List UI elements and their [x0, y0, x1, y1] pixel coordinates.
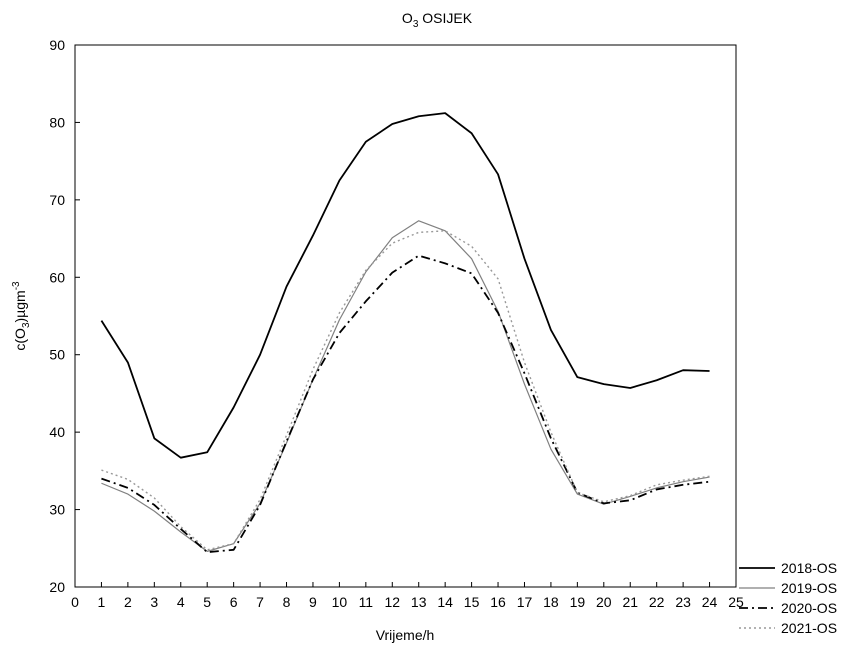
x-tick-label: 21 — [622, 594, 638, 610]
y-tick-label: 40 — [49, 424, 65, 440]
series-line-2021-OS — [101, 230, 710, 551]
x-tick-label: 1 — [98, 594, 106, 610]
x-tick-label: 20 — [596, 594, 612, 610]
x-tick-label: 22 — [649, 594, 665, 610]
x-tick-label: 5 — [203, 594, 211, 610]
x-tick-label: 24 — [702, 594, 718, 610]
legend: 2018-OS 2019-OS 2020-OS 2021-OS — [739, 560, 837, 636]
y-tick-label: 80 — [49, 114, 65, 130]
x-tick-label: 16 — [490, 594, 506, 610]
legend-label-2018-OS: 2018-OS — [781, 560, 837, 576]
x-tick-label: 15 — [464, 594, 480, 610]
y-axis: 20 30 40 50 60 70 80 90 — [49, 37, 80, 595]
y-tick-label: 60 — [49, 269, 65, 285]
legend-label-2020-OS: 2020-OS — [781, 600, 837, 616]
y-tick-label: 30 — [49, 502, 65, 518]
legend-label-2019-OS: 2019-OS — [781, 580, 837, 596]
x-tick-label: 18 — [543, 594, 559, 610]
plot-frame — [74, 44, 737, 588]
x-axis-label: Vrijeme/h — [376, 627, 435, 643]
y-tick-label: 50 — [49, 347, 65, 363]
x-tick-label: 6 — [230, 594, 238, 610]
x-tick-label: 8 — [283, 594, 291, 610]
y-tick-label: 20 — [49, 579, 65, 595]
x-tick-label: 23 — [675, 594, 691, 610]
x-tick-label: 4 — [177, 594, 185, 610]
x-tick-label: 3 — [150, 594, 158, 610]
series-line-2020-OS — [101, 254, 710, 554]
x-tick-label: 11 — [359, 594, 374, 610]
series-line-2018-OS — [100, 112, 710, 459]
x-tick-label: 10 — [332, 594, 348, 610]
x-tick-label: 2 — [124, 594, 132, 610]
x-tick-label: 7 — [256, 594, 264, 610]
legend-label-2021-OS: 2021-OS — [781, 620, 837, 636]
x-tick-label: 14 — [437, 594, 453, 610]
x-tick-label: 13 — [411, 594, 427, 610]
x-tick-label: 9 — [309, 594, 317, 610]
y-axis-label: c(O3)µgm-3 — [11, 281, 32, 351]
x-tick-label: 19 — [570, 594, 586, 610]
chart-title: O3 OSIJEK — [402, 10, 473, 30]
x-tick-label: 25 — [728, 594, 744, 610]
x-axis: 0 1 2 3 4 5 6 7 8 9 10 11 12 13 14 15 16 17 18 19 20 21 22 23 24… — [71, 582, 744, 610]
x-tick-label: 0 — [71, 594, 79, 610]
x-tick-label: 12 — [384, 594, 400, 610]
y-tick-label: 70 — [49, 192, 65, 208]
series-lines — [100, 112, 710, 554]
x-tick-label: 17 — [517, 594, 533, 610]
y-tick-label: 90 — [49, 37, 65, 53]
